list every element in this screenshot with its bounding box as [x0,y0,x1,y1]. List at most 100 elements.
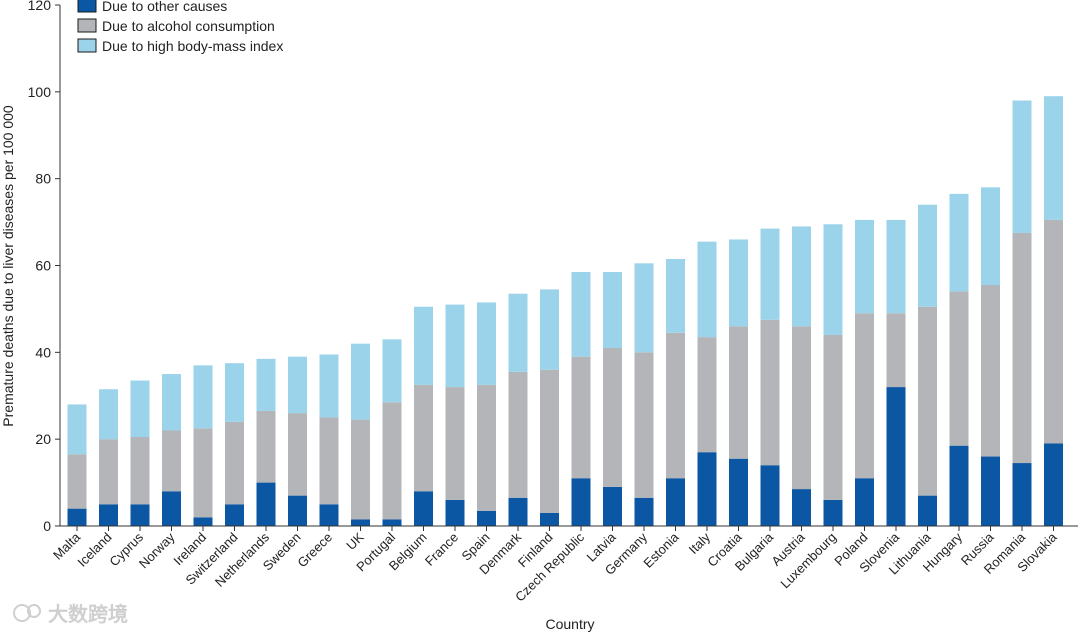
bar-segment-bmi [949,193,969,292]
bar-segment-bmi [760,228,780,320]
bar-segment-other-causes [351,519,370,526]
legend-swatch [77,38,97,53]
bar-segment-alcohol [445,387,465,500]
bar-segment-other-causes [508,497,528,526]
bar-segment-other-causes [225,504,244,526]
bar-segment-alcohol [1012,232,1032,464]
bar-segment-bmi [477,302,496,385]
bar-segment-other-causes [886,387,906,526]
bar-segment-bmi [508,293,528,372]
bar-segment-alcohol [918,306,937,496]
legend-label: Due to high body-mass index [102,38,283,54]
bar-segment-alcohol [193,428,213,518]
legend-label: Due to alcohol consumption [102,18,275,34]
bar-segment-bmi [792,226,811,327]
bar-segment-other-causes [1012,463,1032,526]
bar-segment-bmi [162,374,181,431]
bar-segment-other-causes [918,495,937,526]
bar-segment-other-causes [540,512,559,526]
watermark-logo-icon [13,604,31,622]
bar-segment-other-causes [477,510,496,526]
bar-segment-other-causes [697,452,717,526]
bar-segment-bmi [886,219,906,314]
bar-segment-other-causes [193,517,213,526]
watermark-logo-icon [27,604,41,618]
y-axis-title: Premature deaths due to liver diseases p… [0,105,16,427]
bar-segment-alcohol [256,410,276,483]
bar-segment-bmi [1044,96,1063,220]
bar-segment-other-causes [382,519,402,526]
bar-segment-alcohol [382,402,402,520]
bar-segment-bmi [193,365,213,429]
legend-swatch [77,18,97,33]
bar-segment-other-causes [319,504,339,526]
bar-segment-alcohol [288,413,307,496]
bar-segment-bmi [256,358,276,411]
bar-segment-bmi [918,204,937,307]
bar-segment-other-causes [288,495,307,526]
x-tick-label: France [422,530,461,569]
bar-segment-alcohol [477,384,496,511]
bar-segment-other-causes [162,491,181,526]
bar-segment-bmi [351,343,370,420]
bar-segment-other-causes [414,491,433,526]
bar-segment-bmi [603,272,622,348]
bar-segment-other-causes [1044,443,1063,526]
bar-segment-other-causes [823,499,843,526]
bar-segment-alcohol [792,326,811,490]
bar-segment-alcohol [949,291,969,446]
bar-segment-alcohol [855,313,874,479]
bar-segment-alcohol [67,454,87,509]
bar-segment-alcohol [697,337,717,453]
bar-segment-alcohol [508,371,528,498]
bar-segment-alcohol [760,319,780,466]
watermark: 大数跨境 [13,602,128,626]
bar-segment-other-causes [855,478,874,526]
bar-segment-bmi [823,224,843,335]
bar-segment-alcohol [225,421,244,505]
legend: Due to other causes Due to alcohol consum… [77,0,283,54]
y-tick-label: 60 [35,258,51,274]
legend-label: Due to other causes [102,0,227,14]
bar-segment-bmi [1012,100,1032,233]
bar-segment-alcohol [414,384,433,492]
bar-segment-bmi [634,263,654,353]
legend-swatch [77,0,97,13]
bar-segment-bmi [319,354,339,418]
bar-segment-alcohol [729,326,748,459]
bar-segment-alcohol [162,430,181,492]
bar-segment-bmi [540,289,559,370]
bar-segment-bmi [288,356,307,414]
bar-segment-alcohol [540,369,559,513]
bar-segment-alcohol [886,313,906,388]
bar-segment-bmi [445,304,465,388]
bar-segment-other-causes [256,482,276,526]
bar-segment-other-causes [99,504,118,526]
bar-segment-alcohol [634,352,654,498]
bar-segment-alcohol [823,334,843,500]
bar-segment-alcohol [1044,219,1063,444]
bar-segment-alcohol [99,439,118,505]
y-tick-label: 120 [28,0,52,13]
bar-segment-bmi [225,363,244,422]
bar-segment-alcohol [571,356,591,479]
bar-segment-bmi [130,380,150,437]
bar-segment-bmi [67,404,87,455]
x-tick-label: Italy [686,529,714,557]
x-tick-label: Estonia [640,529,682,571]
x-tick-label: Iceland [74,530,114,570]
bar-segment-other-causes [634,497,654,526]
bar-segment-bmi [697,241,717,338]
bar-segment-alcohol [130,436,150,505]
bar-segment-other-causes [603,486,622,526]
y-tick-label: 40 [35,344,51,360]
x-tick-label: Norway [136,529,178,571]
watermark-text: 大数跨境 [48,602,128,626]
bar-segment-bmi [729,239,748,327]
bar-segment-other-causes [666,478,685,526]
bar-segment-bmi [855,219,874,314]
x-tick-label: Greece [294,530,335,571]
bar-segment-bmi [666,258,685,333]
bar-segment-other-causes [981,456,1000,526]
